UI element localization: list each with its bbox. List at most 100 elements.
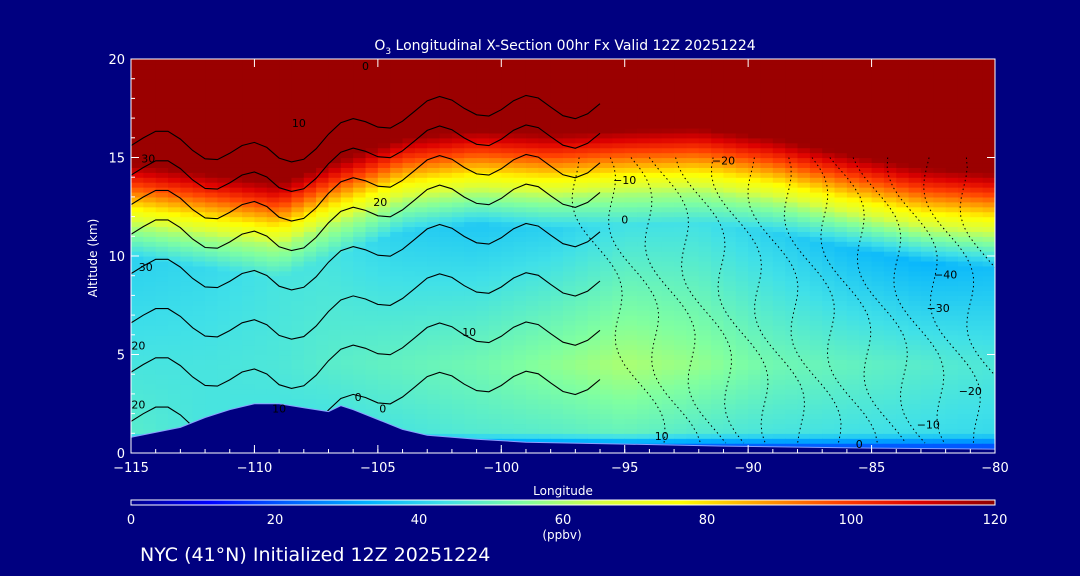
field-cell xyxy=(698,241,712,247)
field-cell xyxy=(883,182,897,188)
field-cell xyxy=(748,339,762,346)
field-cell xyxy=(168,196,181,203)
field-cell xyxy=(513,300,527,306)
field-cell xyxy=(637,260,650,267)
field-cell xyxy=(291,152,305,159)
field-cell xyxy=(834,339,848,346)
field-cell xyxy=(600,216,613,223)
field-cell xyxy=(365,403,379,410)
field-cell xyxy=(488,369,502,375)
field-cell xyxy=(637,329,650,336)
field-cell xyxy=(217,398,231,405)
field-cell xyxy=(649,344,663,351)
field-cell xyxy=(563,147,576,154)
field-cell xyxy=(439,63,453,70)
field-cell xyxy=(501,221,515,228)
field-cell xyxy=(513,246,527,252)
field-cell xyxy=(834,265,848,272)
field-cell xyxy=(723,275,737,282)
field-cell xyxy=(686,211,700,218)
field-cell xyxy=(205,93,218,99)
field-cell xyxy=(637,251,650,257)
field-cell xyxy=(476,206,490,213)
field-cell xyxy=(871,310,885,316)
field-cell xyxy=(464,428,478,434)
field-cell xyxy=(797,83,811,90)
field-cell xyxy=(735,103,749,109)
field-cell xyxy=(600,152,613,159)
field-cell xyxy=(525,187,539,193)
field-cell xyxy=(883,59,897,65)
field-cell xyxy=(711,334,725,341)
field-cell xyxy=(600,142,613,149)
field-cell xyxy=(254,359,268,365)
field-cell xyxy=(242,187,256,193)
field-cell xyxy=(316,98,330,104)
field-cell xyxy=(859,329,873,336)
field-cell xyxy=(525,182,539,188)
field-cell xyxy=(229,137,243,144)
field-cell xyxy=(402,251,416,257)
field-cell xyxy=(254,339,268,346)
field-cell xyxy=(501,172,515,178)
field-cell xyxy=(809,59,823,65)
field-cell xyxy=(513,388,527,395)
field-cell xyxy=(402,270,416,277)
field-cell xyxy=(772,251,786,257)
field-cell xyxy=(686,241,700,247)
field-cell xyxy=(513,88,527,95)
field-cell xyxy=(143,206,157,213)
field-cell xyxy=(809,167,823,173)
field-cell xyxy=(785,408,799,415)
field-cell xyxy=(488,329,502,336)
field-cell xyxy=(513,364,527,370)
field-cell xyxy=(291,113,305,119)
field-cell xyxy=(883,334,897,341)
field-cell xyxy=(254,354,268,361)
field-cell xyxy=(414,339,428,346)
field-cell xyxy=(834,103,848,109)
field-cell xyxy=(217,334,231,341)
field-cell xyxy=(587,182,601,188)
field-cell xyxy=(525,260,539,267)
field-cell xyxy=(538,83,552,90)
field-cell xyxy=(538,236,552,242)
field-cell xyxy=(883,113,897,119)
field-cell xyxy=(563,280,576,287)
field-cell xyxy=(155,226,169,232)
field-cell xyxy=(205,241,218,247)
field-cell xyxy=(390,103,404,109)
field-cell xyxy=(748,68,762,75)
field-cell xyxy=(624,108,638,114)
field-cell xyxy=(427,270,441,277)
field-cell xyxy=(698,182,712,188)
field-cell xyxy=(612,393,626,400)
field-cell xyxy=(377,88,391,95)
field-cell xyxy=(513,108,527,114)
field-cell xyxy=(229,118,243,124)
field-cell xyxy=(624,384,638,390)
field-cell xyxy=(624,103,638,109)
field-cell xyxy=(735,132,749,139)
field-cell xyxy=(698,408,712,415)
field-cell xyxy=(229,206,243,213)
field-cell xyxy=(649,280,663,287)
field-cell xyxy=(464,329,478,336)
field-cell xyxy=(180,334,194,341)
field-cell xyxy=(168,339,181,346)
field-cell xyxy=(303,88,317,95)
field-cell xyxy=(328,246,342,252)
field-cell xyxy=(439,157,453,164)
field-cell xyxy=(217,108,231,114)
field-cell xyxy=(266,63,280,70)
field-cell xyxy=(439,300,453,306)
field-cell xyxy=(427,78,441,85)
field-cell xyxy=(748,403,762,410)
field-cell xyxy=(513,438,527,444)
field-cell xyxy=(303,63,317,70)
field-cell xyxy=(575,379,589,385)
field-cell xyxy=(550,433,564,439)
field-cell xyxy=(488,413,502,420)
field-cell xyxy=(550,103,564,109)
field-cell xyxy=(476,211,490,218)
